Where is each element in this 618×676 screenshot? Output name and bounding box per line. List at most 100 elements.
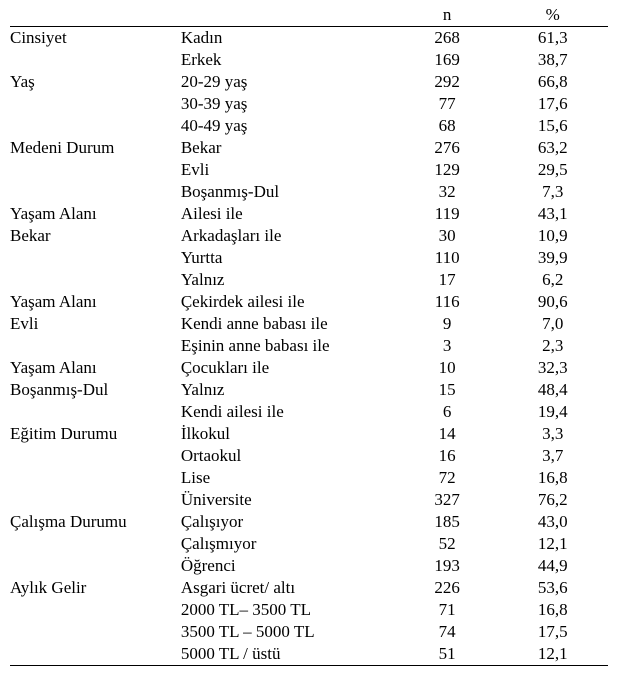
- value-n: 129: [397, 159, 498, 181]
- category-label: 5000 TL / üstü: [181, 643, 397, 666]
- table-row: Lise7216,8: [10, 467, 608, 489]
- table-row: 3500 TL – 5000 TL7417,5: [10, 621, 608, 643]
- group-name-cell: [10, 643, 181, 666]
- value-pct: 15,6: [497, 115, 608, 137]
- value-n: 193: [397, 555, 498, 577]
- table-row: Erkek16938,7: [10, 49, 608, 71]
- value-n: 226: [397, 577, 498, 599]
- group-name-cell: [10, 467, 181, 489]
- table-row: CinsiyetKadın26861,3: [10, 27, 608, 50]
- group-name-cell: [10, 269, 181, 291]
- group-name-cell: Evli: [10, 313, 181, 335]
- group-name-cell: Yaşam Alanı: [10, 357, 181, 379]
- value-n: 68: [397, 115, 498, 137]
- category-label: Çocukları ile: [181, 357, 397, 379]
- category-label: Arkadaşları ile: [181, 225, 397, 247]
- value-pct: 19,4: [497, 401, 608, 423]
- category-label: 20-29 yaş: [181, 71, 397, 93]
- group-name-cell: [10, 247, 181, 269]
- value-pct: 16,8: [497, 467, 608, 489]
- group-name-cell: Yaşam Alanı: [10, 291, 181, 313]
- value-pct: 38,7: [497, 49, 608, 71]
- table-row: Yaşam AlanıÇekirdek ailesi ile11690,6: [10, 291, 608, 313]
- value-pct: 39,9: [497, 247, 608, 269]
- category-label: 30-39 yaş: [181, 93, 397, 115]
- value-n: 110: [397, 247, 498, 269]
- table-row: EvliKendi anne babası ile97,0: [10, 313, 608, 335]
- value-n: 15: [397, 379, 498, 401]
- group-name-cell: Cinsiyet: [10, 27, 181, 50]
- table-row: Yaş20-29 yaş29266,8: [10, 71, 608, 93]
- table-row: Ortaokul163,7: [10, 445, 608, 467]
- group-name-cell: Eğitim Durumu: [10, 423, 181, 445]
- value-n: 71: [397, 599, 498, 621]
- table-row: Çalışmıyor5212,1: [10, 533, 608, 555]
- value-n: 185: [397, 511, 498, 533]
- category-label: 2000 TL– 3500 TL: [181, 599, 397, 621]
- value-n: 17: [397, 269, 498, 291]
- group-name-cell: [10, 599, 181, 621]
- category-label: Asgari ücret/ altı: [181, 577, 397, 599]
- header-n: n: [397, 4, 498, 27]
- group-name-cell: [10, 115, 181, 137]
- table-row: Üniversite32776,2: [10, 489, 608, 511]
- group-name-cell: Boşanmış-Dul: [10, 379, 181, 401]
- value-n: 77: [397, 93, 498, 115]
- value-n: 14: [397, 423, 498, 445]
- table-row: 30-39 yaş7717,6: [10, 93, 608, 115]
- group-name-cell: [10, 489, 181, 511]
- category-label: Kadın: [181, 27, 397, 50]
- group-name-cell: Çalışma Durumu: [10, 511, 181, 533]
- table-row: Eğitim Durumuİlkokul143,3: [10, 423, 608, 445]
- demographics-table: n%CinsiyetKadın26861,3Erkek16938,7Yaş20-…: [10, 4, 608, 666]
- category-label: Erkek: [181, 49, 397, 71]
- table-row: 5000 TL / üstü5112,1: [10, 643, 608, 666]
- group-name-cell: [10, 533, 181, 555]
- value-pct: 48,4: [497, 379, 608, 401]
- value-n: 327: [397, 489, 498, 511]
- value-pct: 17,6: [497, 93, 608, 115]
- category-label: Kendi anne babası ile: [181, 313, 397, 335]
- value-pct: 6,2: [497, 269, 608, 291]
- table-row: Yaşam AlanıÇocukları ile1032,3: [10, 357, 608, 379]
- table-row: Yurtta11039,9: [10, 247, 608, 269]
- value-n: 6: [397, 401, 498, 423]
- value-n: 116: [397, 291, 498, 313]
- group-name-cell: [10, 181, 181, 203]
- table-row: Boşanmış-Dul327,3: [10, 181, 608, 203]
- table-row: Yaşam AlanıAilesi ile11943,1: [10, 203, 608, 225]
- group-name-cell: Medeni Durum: [10, 137, 181, 159]
- value-n: 3: [397, 335, 498, 357]
- group-name-cell: [10, 555, 181, 577]
- value-pct: 16,8: [497, 599, 608, 621]
- value-pct: 3,7: [497, 445, 608, 467]
- header-row: n%: [10, 4, 608, 27]
- value-n: 292: [397, 71, 498, 93]
- category-label: Yalnız: [181, 379, 397, 401]
- value-n: 9: [397, 313, 498, 335]
- group-name-cell: [10, 621, 181, 643]
- value-pct: 63,2: [497, 137, 608, 159]
- value-pct: 66,8: [497, 71, 608, 93]
- category-label: 40-49 yaş: [181, 115, 397, 137]
- category-label: İlkokul: [181, 423, 397, 445]
- value-pct: 3,3: [497, 423, 608, 445]
- category-label: Ortaokul: [181, 445, 397, 467]
- group-name-cell: Aylık Gelir: [10, 577, 181, 599]
- value-n: 32: [397, 181, 498, 203]
- group-name-cell: Yaş: [10, 71, 181, 93]
- category-label: Lise: [181, 467, 397, 489]
- table-row: Eşinin anne babası ile32,3: [10, 335, 608, 357]
- value-n: 30: [397, 225, 498, 247]
- table-row: Boşanmış-DulYalnız1548,4: [10, 379, 608, 401]
- table-row: Öğrenci19344,9: [10, 555, 608, 577]
- header-pct: %: [497, 4, 608, 27]
- table-row: 2000 TL– 3500 TL7116,8: [10, 599, 608, 621]
- category-label: Çalışmıyor: [181, 533, 397, 555]
- value-pct: 12,1: [497, 643, 608, 666]
- category-label: Ailesi ile: [181, 203, 397, 225]
- value-n: 10: [397, 357, 498, 379]
- category-label: Çalışıyor: [181, 511, 397, 533]
- category-label: Üniversite: [181, 489, 397, 511]
- category-label: Çekirdek ailesi ile: [181, 291, 397, 313]
